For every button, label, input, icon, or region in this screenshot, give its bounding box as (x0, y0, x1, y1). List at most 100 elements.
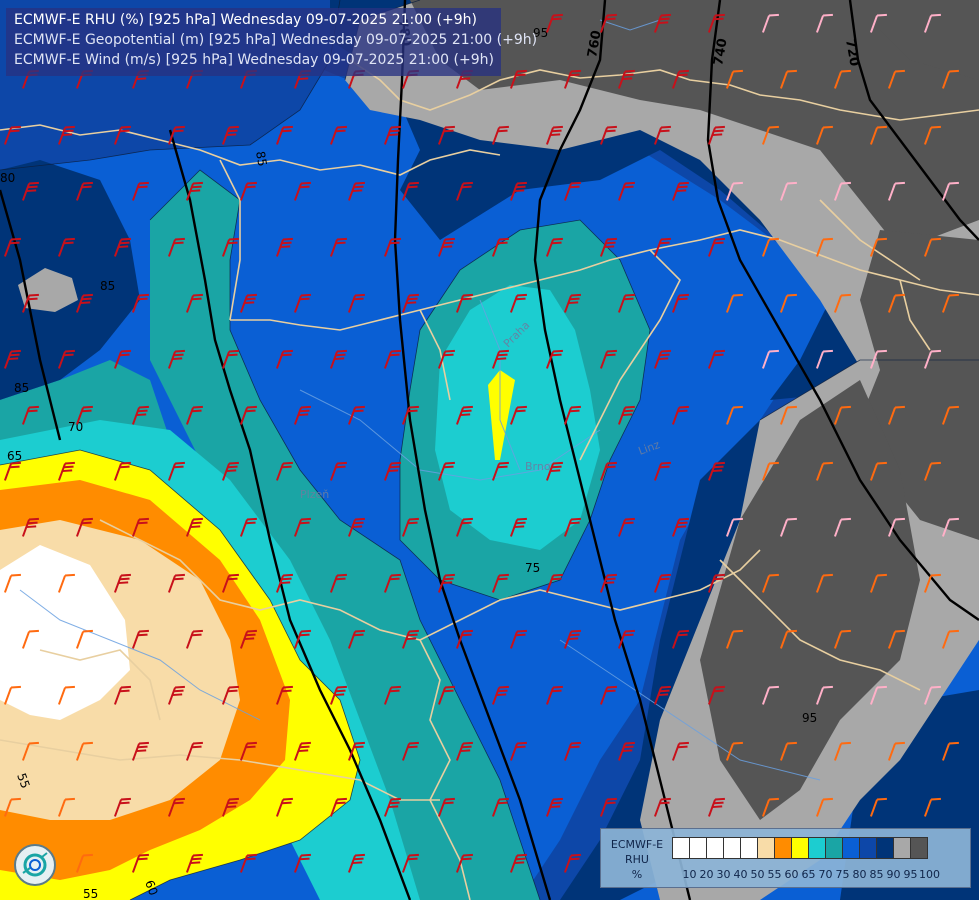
wind-barb (3, 349, 21, 369)
wind-barb (455, 405, 473, 425)
wind-barb (113, 237, 131, 257)
wind-barb (653, 797, 671, 817)
wind-barb (347, 853, 365, 873)
wind-barb (545, 237, 563, 257)
wind-barb (113, 797, 131, 817)
wind-barb (455, 853, 473, 873)
place-label-plzen: Plzeň (300, 488, 329, 501)
rhu-label-70: 70 (68, 420, 83, 434)
wind-barb (437, 125, 455, 145)
rhu-label-85-left: 85 (14, 381, 29, 395)
wind-barb (761, 797, 779, 817)
wind-barb (671, 181, 689, 201)
country-borders (0, 59, 979, 900)
wind-barb (455, 629, 473, 649)
wind-barb (329, 685, 347, 705)
geopotential-label-760: 760 (585, 29, 604, 58)
wind-barb (21, 181, 39, 201)
wind-barb (779, 517, 797, 537)
legend-tick: 85 (869, 868, 884, 881)
wind-barb (221, 125, 239, 145)
wind-barb (761, 13, 779, 33)
wind-barb (491, 349, 509, 369)
rhu-label-75: 75 (525, 561, 540, 575)
wind-barb (725, 293, 743, 313)
wind-barb (113, 685, 131, 705)
wind-barb (761, 237, 779, 257)
legend-swatch (876, 837, 894, 859)
legend-tick: 70 (818, 868, 833, 881)
wind-barb (779, 405, 797, 425)
wind-barb (383, 349, 401, 369)
rhu-label-95-east: 95 (802, 711, 817, 725)
wind-barb (437, 685, 455, 705)
wind-barb (941, 69, 959, 89)
wind-barb (923, 461, 941, 481)
wind-barb (75, 517, 93, 537)
wind-barb (815, 13, 833, 33)
legend-swatch (723, 837, 741, 859)
wind-barb (347, 293, 365, 313)
wind-barb (815, 797, 833, 817)
wind-barb (347, 741, 365, 761)
wind-barb (167, 349, 185, 369)
wind-barb (563, 69, 581, 89)
wind-barb (239, 853, 257, 873)
rhu-75-region-west-ridge (150, 170, 540, 900)
title-wind: ECMWF-E Wind (m/s) [925 hPa] Wednesday 0… (14, 52, 494, 68)
place-label-brno: Brno (525, 460, 551, 473)
legend-title-model: ECMWF-E (610, 838, 664, 851)
wind-barb (815, 125, 833, 145)
wind-barb (293, 853, 311, 873)
wind-barb (401, 853, 419, 873)
wind-barb (275, 237, 293, 257)
wind-barb (725, 181, 743, 201)
wind-barb (779, 629, 797, 649)
wind-barb (563, 405, 581, 425)
wind-barb (707, 797, 725, 817)
wind-barb (167, 237, 185, 257)
wind-barb (887, 181, 905, 201)
wind-barb (437, 349, 455, 369)
wind-barb (545, 349, 563, 369)
wind-barb (941, 293, 959, 313)
legend-tick: 80 (852, 868, 867, 881)
wind-barb (923, 685, 941, 705)
wind-barb (3, 797, 21, 817)
wind-barb (57, 797, 75, 817)
rhu-label-95-north: 95 (533, 26, 548, 40)
rhu-label-60: 60 (142, 878, 160, 897)
wind-barb (329, 573, 347, 593)
wind-barb (293, 181, 311, 201)
wind-barb (383, 685, 401, 705)
wind-barb (329, 237, 347, 257)
wind-barb (941, 629, 959, 649)
wind-barb (923, 797, 941, 817)
legend-tick: 90 (886, 868, 901, 881)
wind-barb (113, 573, 131, 593)
wind-barb (815, 573, 833, 593)
wind-barb (815, 461, 833, 481)
wind-barb (653, 349, 671, 369)
legend-ticks: 10 20 30 40 50 55 60 65 70 75 80 85 90 95 100 (672, 868, 941, 882)
wind-barb (707, 125, 725, 145)
wind-barb (437, 461, 455, 481)
wind-barb (401, 181, 419, 201)
wind-barb (3, 573, 21, 593)
wind-barb (437, 237, 455, 257)
wind-barb (293, 517, 311, 537)
wind-barb (3, 685, 21, 705)
wind-barb (869, 797, 887, 817)
legend-tick: 95 (903, 868, 918, 881)
rhu-100-region-corner (860, 0, 979, 80)
wind-barb (815, 237, 833, 257)
wind-barb (509, 853, 527, 873)
wind-barb (21, 517, 39, 537)
wind-barb (21, 629, 39, 649)
rhu-100-region-north (410, 0, 979, 250)
wind-barb (707, 349, 725, 369)
legend-swatch (825, 837, 843, 859)
wind-barb (599, 461, 617, 481)
wind-barb (75, 741, 93, 761)
